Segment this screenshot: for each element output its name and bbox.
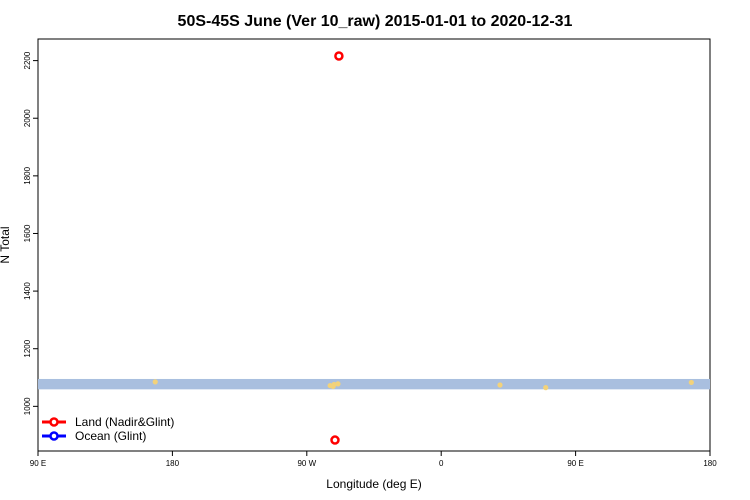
legend-label-0: Land (Nadir&Glint) [75,415,174,429]
band-points [152,379,694,391]
y-tick-label-3: 1600 [23,224,32,242]
x-axis-label: Longitude (deg E) [326,477,421,491]
band-point-7 [688,379,694,386]
y-axis: 1000 1200 1400 1600 1800 2000 2200 [23,51,38,415]
y-axis-label: N Total [0,226,12,263]
band-point-6 [543,385,549,391]
band-point-0 [152,379,158,385]
ocean-band [38,378,710,390]
band-point-5 [497,382,503,388]
legend-marker-0 [49,417,59,427]
y-tick-label-0: 1000 [23,397,32,415]
data-point-0-1 [330,435,340,445]
x-tick-label-5: 180 [703,459,717,468]
legend: Land (Nadir&Glint)Ocean (Glint) [42,415,174,443]
y-tick-label-4: 1800 [23,166,32,184]
x-tick-label-3: 0 [439,459,444,468]
x-axis: 90 E 180 90 W 0 90 E 180 [30,451,717,468]
y-tick-label-2: 1400 [23,282,32,300]
data-points [330,51,344,445]
x-tick-label-4: 90 E [567,459,583,468]
band-point-3 [335,381,341,387]
legend-label-1: Ocean (Glint) [75,429,146,443]
x-tick-label-2: 90 W [297,459,316,468]
y-tick-label-1: 1200 [23,339,32,357]
y-tick-label-6: 2200 [23,51,32,69]
band-point-4 [330,383,336,390]
x-tick-label-0: 90 E [30,459,46,468]
data-point-0-0 [334,51,344,61]
y-tick-label-5: 2000 [23,109,32,127]
legend-marker-1 [49,431,59,441]
x-tick-label-1: 180 [166,459,180,468]
chart-title: 50S-45S June (Ver 10_raw) 2015-01-01 to … [178,13,573,30]
